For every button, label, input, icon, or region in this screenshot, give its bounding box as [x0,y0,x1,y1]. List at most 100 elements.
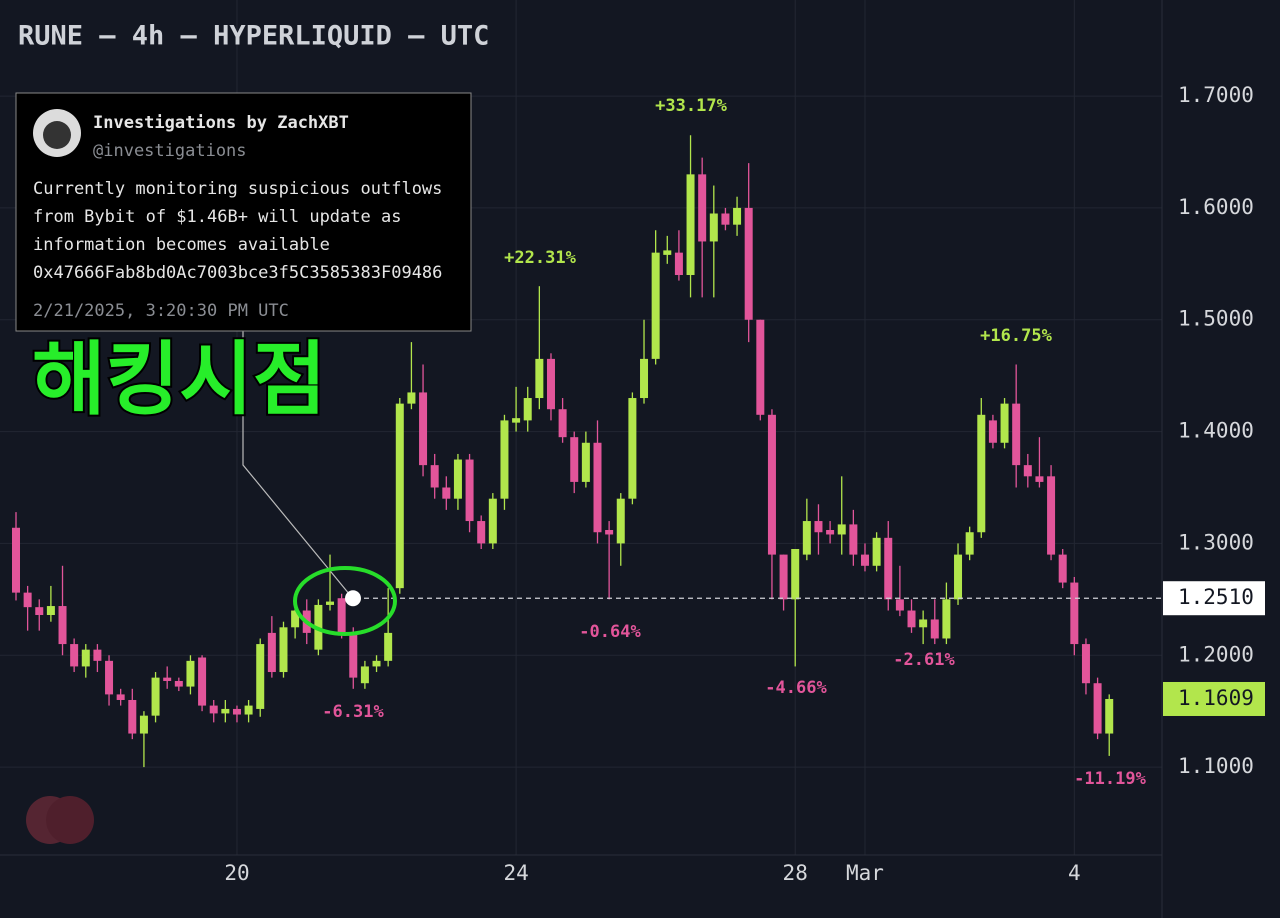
change-annotation: +16.75% [980,326,1052,346]
candle-body [360,666,369,684]
candle-body [965,532,974,555]
candle-body [70,644,79,667]
candle-body [163,677,172,681]
change-annotation: +33.17% [655,96,727,116]
candle-body [593,442,602,533]
candle-body [151,677,160,716]
change-annotation: +22.31% [504,248,576,268]
candle-body [46,606,55,615]
candle-body [581,442,590,482]
candle-body [826,529,835,535]
candle-body [512,418,521,423]
x-tick-label: 24 [503,861,528,885]
candle-body [663,250,672,255]
candle-body [523,398,532,421]
change-annotation: -11.19% [1074,769,1146,789]
change-annotation: -6.31% [322,702,384,722]
price-box [1163,681,1265,716]
candle-body [872,537,881,566]
candle-body [721,213,730,225]
candle-body [860,554,869,566]
candle-body [930,619,939,639]
tweet-text: information becomes available [33,235,330,255]
candle-body [1023,465,1032,477]
candle-body [453,459,462,499]
candle-body [616,498,625,544]
candle-body [1081,644,1090,684]
candle-body [674,252,683,276]
candle-body [186,660,195,687]
candle-body [407,392,416,404]
candle-body [535,358,544,399]
candle-body [326,601,335,605]
candle-body [814,521,823,533]
candle-body [605,529,614,535]
y-tick-label: 1.7000 [1178,83,1254,107]
candle-body [570,437,579,482]
connector [242,330,351,596]
price-label: 1.2510 [1178,585,1254,609]
x-tick-label: 4 [1068,861,1081,885]
candle-body [779,554,788,600]
candle-body [767,414,776,555]
candle-body [802,521,811,555]
candle-body [12,527,20,593]
candle-body [640,358,649,399]
candle-body [849,524,858,555]
y-tick-label: 1.3000 [1178,530,1254,554]
candle-body [337,598,346,633]
x-tick-label: 28 [783,861,808,885]
price-box [1163,581,1265,616]
candle-body [1012,403,1021,466]
candle-body [1070,582,1079,645]
y-tick-label: 1.6000 [1178,195,1254,219]
candle-body [1093,683,1102,734]
y-tick-label: 1.1000 [1178,754,1254,778]
y-tick-label: 1.2000 [1178,642,1254,666]
candle-body [884,537,893,600]
tweet-handle: @investigations [93,141,247,161]
candle-body [430,465,439,488]
candle-body [698,174,707,242]
candle-body [349,632,358,678]
x-tick-label: 20 [224,861,249,885]
tweet-text: Currently monitoring suspicious outflows [33,179,442,199]
candle-body [384,632,393,661]
candle-body [477,521,486,544]
candle-body [895,599,904,611]
peach-icon [26,796,94,844]
candle-body [244,705,253,715]
candle-body [791,549,800,600]
candle-body [919,619,928,628]
candle-body [686,174,695,276]
candle-body [907,610,916,628]
candle-body [709,213,718,242]
tweet-text: from Bybit of $1.46B+ will update as [33,207,401,227]
candles [12,135,1114,768]
tweet-author: Investigations by ZachXBT [93,113,349,133]
candle-body [837,524,846,535]
candle-body [1047,476,1056,555]
hack-point [345,590,361,607]
highlight-ring [293,566,397,636]
candle-body [488,498,497,544]
candle-body [291,610,300,628]
candle-body [232,708,241,715]
candle-body [442,487,451,499]
candle-body [395,403,404,589]
tweet-text: 0x47666Fab8bd0Ac7003bce3f5C3585383F09486 [33,263,442,283]
tweet-card: Investigations by ZachXBT @investigation… [15,92,472,332]
avatar [43,121,71,149]
candle-body [733,207,742,225]
candle-body [744,207,753,320]
candle-body [988,420,997,443]
change-annotation: -2.61% [893,650,955,670]
candle-body [651,252,660,359]
candle-body [546,358,555,410]
candle-body [198,657,207,706]
chart-title: RUNE — 4h — HYPERLIQUID — UTC [18,21,489,52]
y-tick-label: 1.4000 [1178,419,1254,443]
candle-body [500,420,509,499]
